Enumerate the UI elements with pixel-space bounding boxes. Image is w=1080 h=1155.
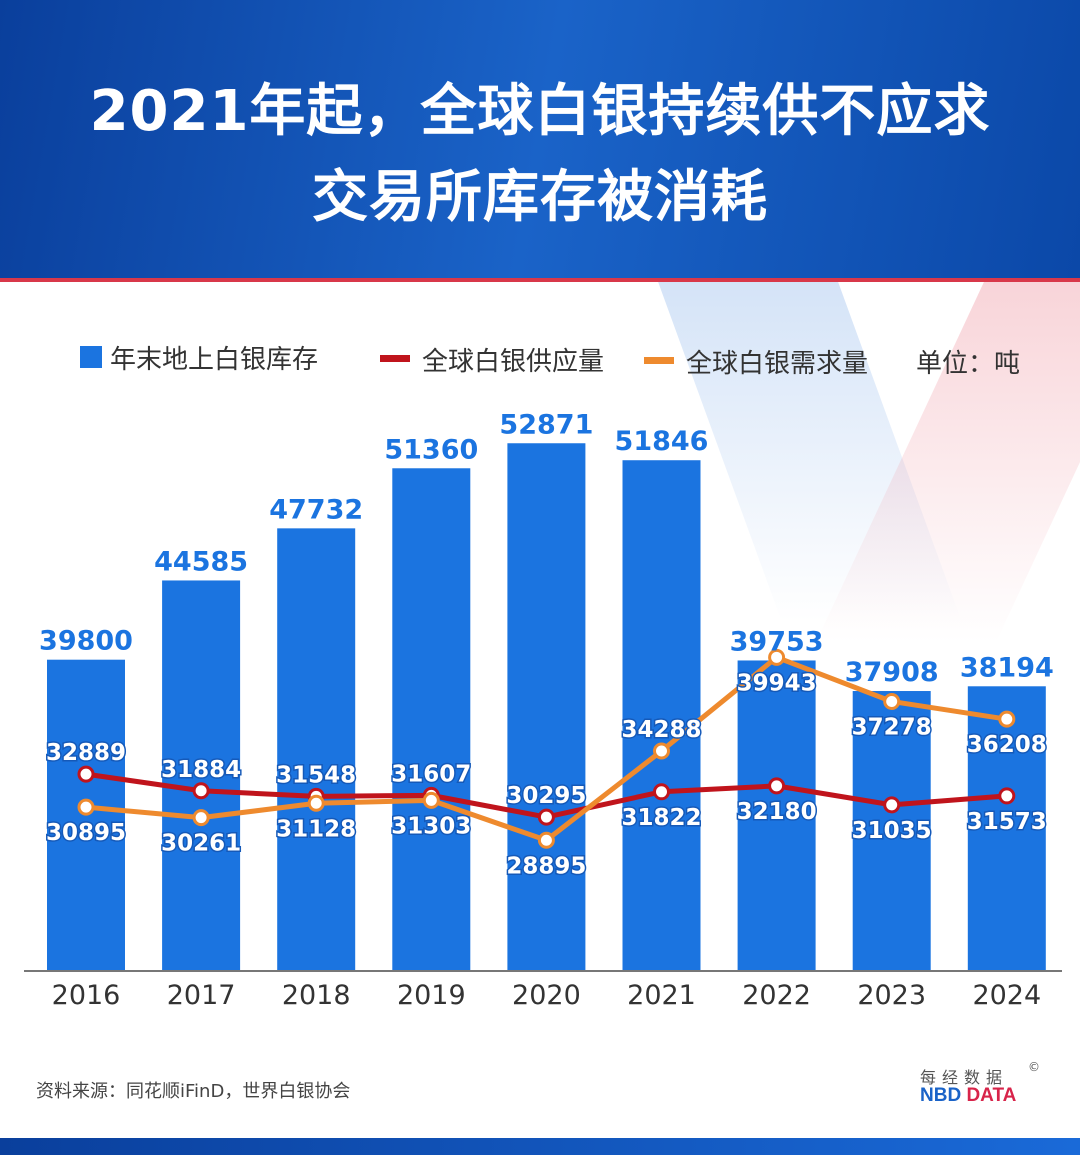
legend: 年末地上白银库存 全球白银供应量 全球白银需求量 单位：吨	[80, 345, 1020, 379]
x-tick-label-2021: 2021	[627, 980, 696, 1011]
x-tick-label-2022: 2022	[742, 980, 811, 1011]
title-line-1: 2021年起，全球白银持续供不应求	[89, 79, 991, 144]
logo-data: DATA	[966, 1085, 1017, 1106]
demand-value-label-2020: 28895	[506, 853, 586, 879]
legend-swatch-demand	[644, 357, 674, 364]
x-tick-label-2020: 2020	[512, 980, 581, 1011]
bar-value-label-2019: 51360	[384, 434, 478, 465]
demand-value-label-2016: 30895	[46, 820, 126, 846]
header-divider	[0, 278, 1080, 282]
demand-point-2023	[883, 692, 901, 710]
supply-point-2020	[537, 808, 555, 826]
source-note: 资料来源：同花顺iFinD，世界白银协会	[36, 1081, 351, 1102]
legend-swatch-stock	[80, 346, 102, 368]
supply-value-label-2023: 31035	[852, 818, 932, 844]
bar-2022	[737, 660, 816, 971]
supply-point-2022	[768, 777, 786, 795]
x-tick-label-2019: 2019	[397, 980, 466, 1011]
demand-point-2020	[537, 831, 555, 849]
demand-value-label-2019: 31303	[391, 813, 471, 839]
bar-2018	[277, 528, 356, 971]
bar-value-label-2018: 47732	[269, 494, 363, 525]
demand-point-2018	[307, 794, 325, 812]
x-tick-label-2018: 2018	[282, 980, 351, 1011]
supply-value-label-2016: 32889	[46, 740, 126, 766]
logo-nbd-data: NBD DATA	[920, 1085, 1016, 1107]
supply-value-label-2019: 31607	[391, 761, 471, 787]
supply-point-2021	[653, 783, 670, 801]
bar-2023	[852, 691, 931, 971]
bar-2017	[162, 580, 241, 971]
demand-value-label-2023: 37278	[852, 714, 932, 740]
supply-point-2023	[883, 796, 901, 814]
supply-point-2017	[192, 782, 210, 800]
copyright-mark: ©	[1028, 1060, 1040, 1074]
demand-point-2021	[653, 742, 670, 760]
supply-value-label-2020: 30295	[506, 783, 586, 809]
logo-nbd: NBD	[920, 1085, 962, 1106]
logo-chinese: 每经数据	[920, 1068, 1009, 1087]
demand-value-label-2022: 39943	[737, 670, 817, 696]
bar-value-label-2024: 38194	[960, 652, 1054, 683]
bar-value-label-2016: 39800	[39, 626, 133, 657]
supply-value-label-2024: 31573	[967, 809, 1047, 835]
demand-point-2024	[998, 710, 1016, 728]
demand-point-2016	[77, 798, 95, 816]
bar-2020	[507, 443, 586, 971]
title-line-2: 交易所库存被消耗	[312, 165, 768, 230]
supply-value-label-2021: 31822	[621, 805, 701, 831]
supply-value-label-2017: 31884	[161, 757, 241, 783]
x-tick-label-2017: 2017	[167, 980, 236, 1011]
supply-value-label-2022: 32180	[737, 799, 817, 825]
legend-label-demand: 全球白银需求量	[686, 349, 868, 379]
demand-value-label-2017: 30261	[161, 831, 241, 857]
x-tick-label-2024: 2024	[972, 980, 1041, 1011]
supply-value-label-2018: 31548	[276, 762, 356, 788]
supply-point-2016	[77, 765, 95, 783]
bar-2024	[967, 686, 1046, 971]
footer-bar	[0, 1138, 1080, 1155]
bar-2019	[392, 468, 471, 971]
bar-value-label-2017: 44585	[154, 546, 248, 577]
demand-value-label-2021: 34288	[621, 717, 701, 743]
legend-label-supply: 全球白银供应量	[422, 347, 604, 377]
demand-value-label-2024: 36208	[967, 732, 1047, 758]
x-tick-label-2016: 2016	[52, 980, 121, 1011]
demand-point-2019	[422, 791, 440, 809]
bar-value-label-2023: 37908	[845, 657, 939, 688]
bar-value-label-2021: 51846	[615, 426, 709, 457]
bar-2021	[622, 460, 701, 971]
demand-value-label-2018: 31128	[276, 816, 356, 842]
demand-point-2017	[192, 809, 210, 827]
bar-value-label-2022: 39753	[730, 626, 824, 657]
header-banner	[0, 0, 1080, 278]
unit-label: 单位：吨	[916, 349, 1020, 379]
legend-label-stock: 年末地上白银库存	[110, 345, 318, 375]
demand-point-2022	[768, 648, 786, 666]
supply-point-2024	[998, 787, 1016, 805]
legend-swatch-supply	[380, 355, 410, 362]
x-tick-label-2023: 2023	[857, 980, 926, 1011]
bar-value-label-2020: 52871	[499, 409, 593, 440]
